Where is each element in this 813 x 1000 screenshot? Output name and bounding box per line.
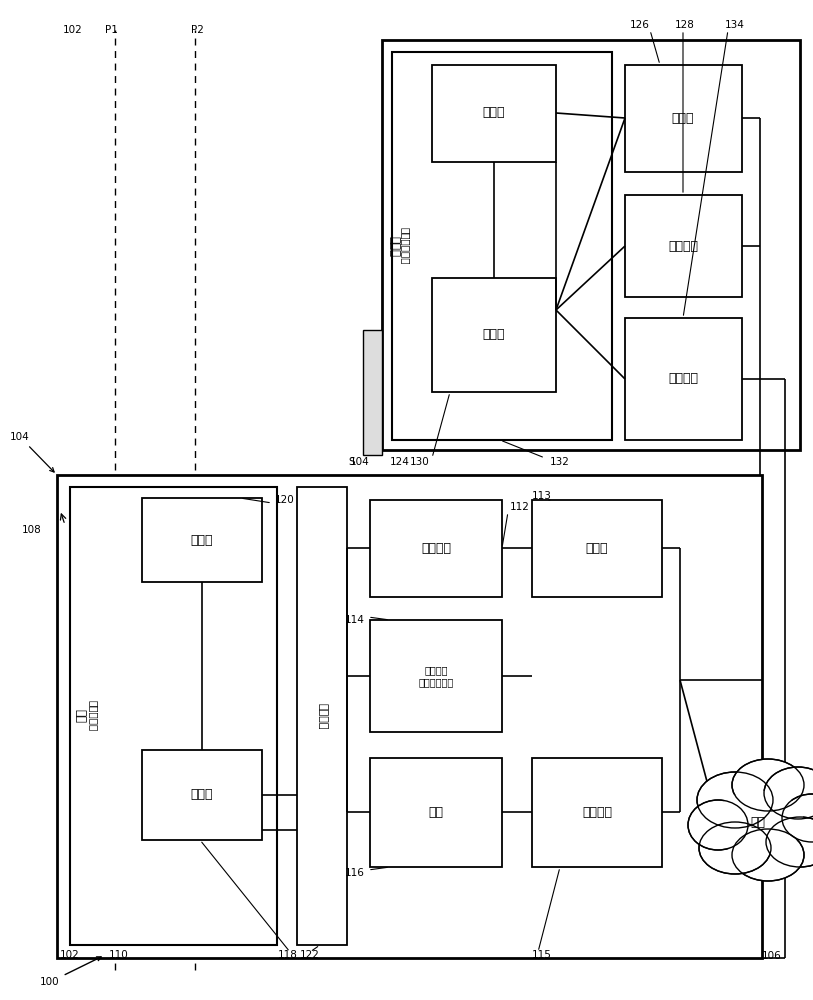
Ellipse shape [712,790,804,855]
Ellipse shape [708,783,808,863]
Ellipse shape [782,794,813,842]
Text: 陀螺仪: 陀螺仪 [585,542,608,554]
Text: 132: 132 [550,457,570,467]
Text: 无人机: 无人机 [388,235,401,256]
Bar [532,758,662,867]
Bar [392,52,612,440]
Text: 通信接口: 通信接口 [317,703,327,729]
Text: 116: 116 [346,868,365,878]
Text: 陀螺仪: 陀螺仪 [672,111,694,124]
Ellipse shape [732,829,804,881]
Ellipse shape [764,767,813,819]
Text: P2: P2 [190,25,203,35]
Bar [382,40,800,450]
Bar [142,498,262,582]
Text: 102: 102 [63,25,83,35]
Text: 113: 113 [532,491,552,501]
Bar [370,500,502,597]
Text: 108: 108 [22,525,42,535]
Bar [370,620,502,732]
Text: 114: 114 [346,615,365,625]
Text: 104: 104 [10,432,54,472]
Text: 处理器: 处理器 [483,328,505,342]
Text: 128: 128 [675,20,695,30]
Text: 122: 122 [300,950,320,960]
Bar [432,278,556,392]
Text: 加速度计: 加速度计 [582,806,612,818]
Text: P1: P1 [105,25,118,35]
Text: 130: 130 [411,457,430,467]
Text: S: S [349,457,355,467]
Text: 相机: 相机 [428,806,444,818]
Bar [625,318,742,440]
Text: 112: 112 [510,502,530,512]
Text: 存储器: 存储器 [191,534,213,546]
Bar [625,195,742,297]
Text: 115: 115 [532,950,552,960]
Bar [297,487,347,945]
Text: 人机接口: 人机接口 [421,542,451,554]
Bar [70,487,277,945]
Text: 102: 102 [60,950,80,960]
Text: 车辆: 车辆 [73,709,86,723]
Text: 处理器: 处理器 [191,788,213,802]
Text: 通信接口: 通信接口 [668,372,698,385]
Text: 校准控制器: 校准控制器 [88,700,98,732]
Ellipse shape [697,772,773,828]
Text: 无人机控制器: 无人机控制器 [400,227,410,265]
Text: 118: 118 [278,950,298,960]
Ellipse shape [688,800,748,850]
Text: 110: 110 [109,950,128,960]
Bar [532,500,662,597]
Ellipse shape [766,817,813,867]
Text: 126: 126 [630,20,650,30]
Bar [57,475,762,958]
Bar [370,758,502,867]
Ellipse shape [699,822,771,874]
Text: 104: 104 [350,457,370,467]
Text: 100: 100 [40,957,101,987]
Text: 120: 120 [275,495,295,505]
Text: 加速度计: 加速度计 [668,239,698,252]
Text: 134: 134 [725,20,745,30]
Bar [363,330,382,455]
Text: 远程信号
处理控制单元: 远程信号 处理控制单元 [419,665,454,687]
Text: 124: 124 [390,457,410,467]
Text: 106: 106 [762,951,782,961]
Ellipse shape [732,759,804,811]
Text: 网络: 网络 [750,816,766,829]
Bar [625,65,742,172]
Bar [432,65,556,162]
Bar [142,750,262,840]
Text: 存储器: 存储器 [483,106,505,119]
